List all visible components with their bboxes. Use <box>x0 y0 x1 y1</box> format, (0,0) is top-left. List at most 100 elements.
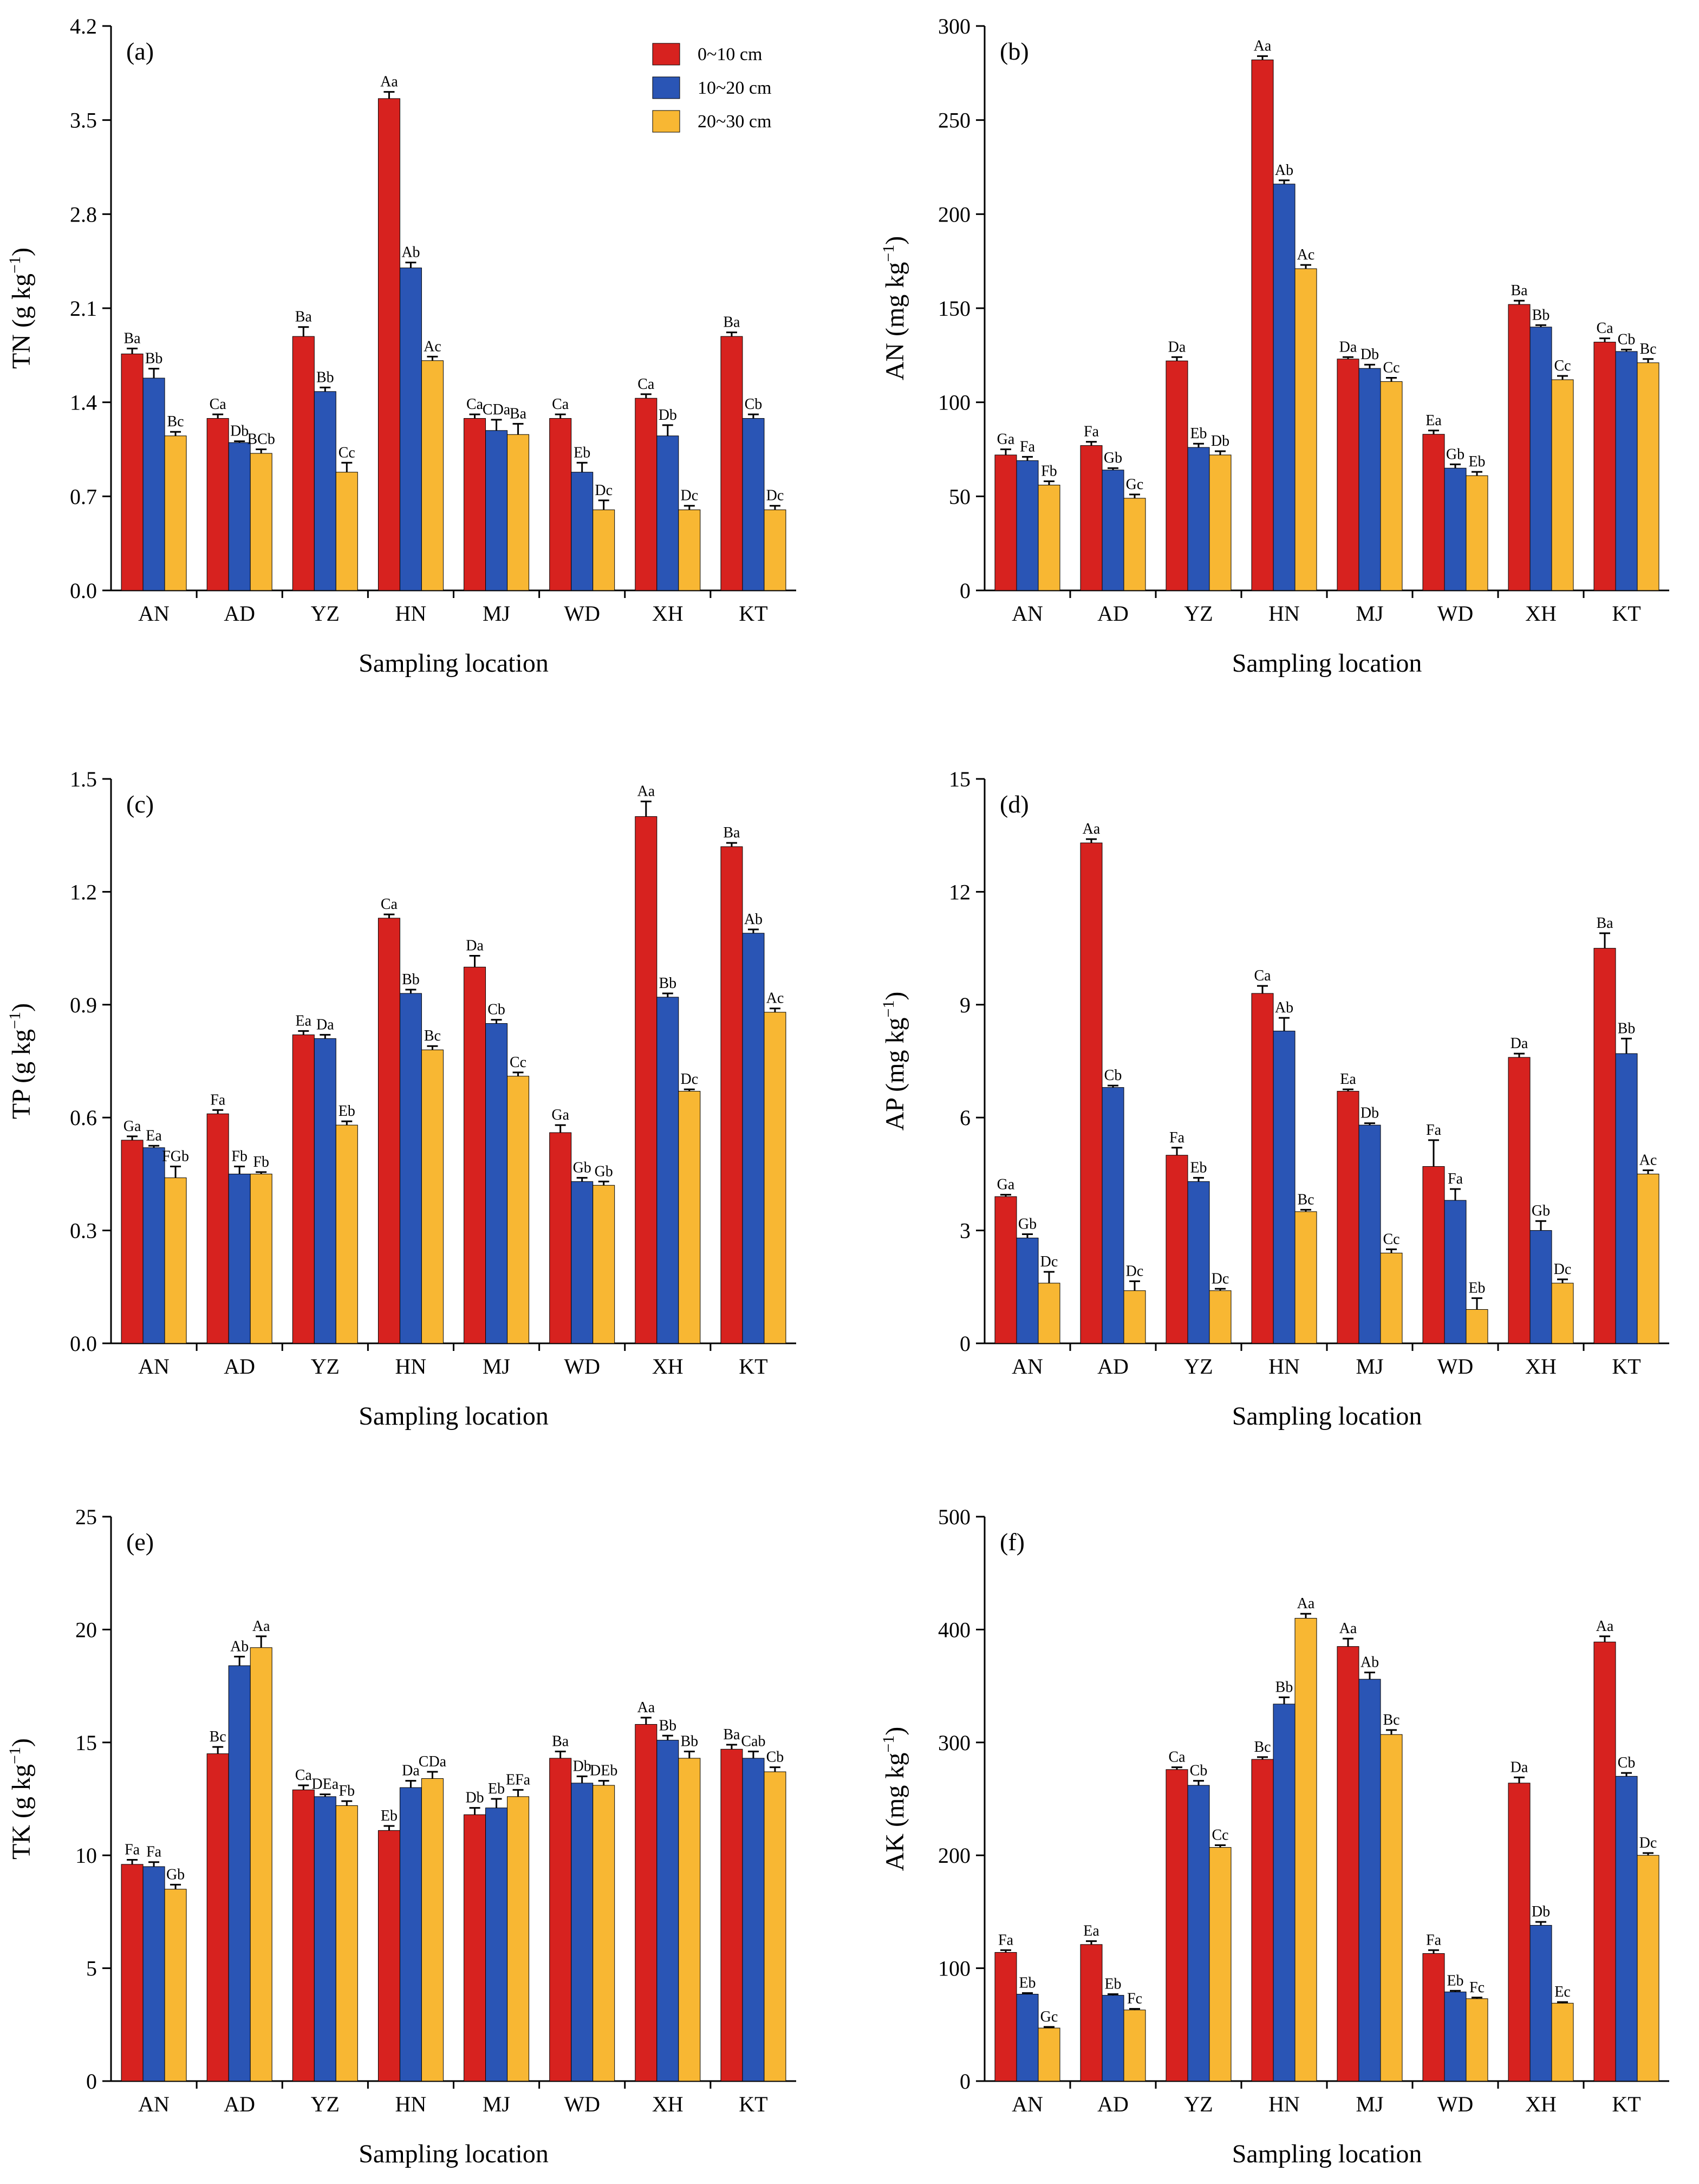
x-tick-label: AD <box>224 601 255 626</box>
significance-label: Ca <box>295 1767 313 1784</box>
significance-label: Fc <box>1127 1991 1142 2007</box>
bar <box>1251 60 1274 591</box>
significance-label: Ga <box>551 1107 569 1123</box>
bar <box>1251 1759 1274 2082</box>
bar <box>1637 362 1659 591</box>
bar <box>335 1805 358 2082</box>
significance-label: Eb <box>1447 1972 1463 1989</box>
bar <box>1209 454 1232 591</box>
y-tick-label: 500 <box>938 1505 971 1529</box>
significance-label: Ca <box>1168 1749 1186 1766</box>
bar <box>1187 447 1210 591</box>
y-axis-title-main: TN (g kg <box>7 274 36 369</box>
bar <box>421 360 444 591</box>
bar <box>399 268 422 591</box>
legend-label: 10~20 cm <box>698 78 771 98</box>
significance-label: Bb <box>145 350 163 367</box>
x-tick-label: HN <box>395 1354 427 1379</box>
bar <box>292 1789 315 2082</box>
significance-label: Aa <box>380 74 398 90</box>
x-tick-label: XH <box>652 601 683 626</box>
x-tick-label: WD <box>1437 1354 1474 1379</box>
bar <box>742 933 765 1344</box>
x-tick-label: KT <box>1612 601 1641 626</box>
significance-label: Ga <box>997 1176 1015 1193</box>
significance-label: Ea <box>146 1127 162 1144</box>
significance-label: Aa <box>1083 821 1101 837</box>
significance-label: Db <box>1360 346 1379 363</box>
y-tick-label: 3 <box>960 1219 971 1243</box>
bar <box>1508 1783 1531 2082</box>
bar <box>571 1783 594 2082</box>
y-tick-label: 400 <box>938 1617 971 1642</box>
y-tick-label: 10 <box>75 1843 97 1868</box>
y-axis-title-main: TP (g kg <box>7 1029 36 1119</box>
significance-label: EFa <box>506 1771 531 1788</box>
bar <box>1337 1646 1359 2082</box>
bar <box>994 454 1017 591</box>
bar <box>1123 498 1146 591</box>
bar <box>206 1113 229 1344</box>
significance-label: Bb <box>659 975 676 992</box>
bar <box>593 509 615 591</box>
y-axis-title: AN (mg kg−1) <box>880 236 909 381</box>
significance-label: Ea <box>1083 1923 1099 1940</box>
x-tick-label: MJ <box>1356 1354 1383 1379</box>
significance-label: Bb <box>1275 1679 1293 1695</box>
bar <box>228 1665 251 2082</box>
chart-panel-3: 0.00.30.60.91.21.5TP (g kg−1)(c)ANGaEaFG… <box>6 767 796 1431</box>
x-tick-label: XH <box>652 1354 683 1379</box>
x-tick-label: YZ <box>1184 1354 1213 1379</box>
significance-label: Bc <box>210 1728 226 1745</box>
y-tick-label: 0.7 <box>70 484 97 509</box>
bar <box>720 846 743 1344</box>
bar <box>335 1124 358 1344</box>
significance-label: Ba <box>723 1726 740 1743</box>
bar <box>1016 460 1039 591</box>
y-axis-title-exponent: −1 <box>880 1000 897 1018</box>
bar <box>314 1038 336 1344</box>
y-tick-label: 0.6 <box>70 1106 97 1130</box>
significance-label: Dc <box>1212 1270 1229 1287</box>
x-tick-label: MJ <box>483 2092 510 2116</box>
y-axis-title-close: ) <box>881 1727 909 1735</box>
significance-label: Eb <box>574 444 590 461</box>
bar <box>593 1785 615 2082</box>
significance-label: Gb <box>1018 1216 1037 1233</box>
significance-label: Da <box>1168 339 1186 355</box>
significance-label: Ba <box>723 314 740 331</box>
significance-label: Ca <box>1254 967 1271 984</box>
bar <box>635 816 658 1344</box>
x-tick-label: WD <box>564 601 600 626</box>
significance-label: Bc <box>1297 1191 1314 1208</box>
significance-label: Db <box>1211 433 1229 450</box>
bar <box>292 336 315 591</box>
significance-label: Bc <box>1254 1739 1271 1756</box>
significance-label: Cb <box>1190 1763 1208 1779</box>
bar <box>678 1758 701 2082</box>
x-tick-label: MJ <box>1356 601 1383 626</box>
bar <box>1080 1944 1103 2082</box>
bar <box>742 418 765 591</box>
significance-label: Ea <box>1340 1071 1356 1088</box>
bar <box>678 509 701 591</box>
bar <box>507 1076 530 1344</box>
significance-label: CDa <box>483 401 511 418</box>
significance-label: Fb <box>1041 463 1057 480</box>
significance-label: Eb <box>1190 1159 1207 1176</box>
significance-label: Dc <box>680 1071 698 1088</box>
bar <box>1123 2010 1146 2082</box>
bar <box>464 1814 486 2082</box>
significance-label: Aa <box>1339 1620 1357 1637</box>
bar <box>1166 1769 1188 2082</box>
y-tick-label: 4.2 <box>70 14 97 38</box>
bar <box>1273 1030 1296 1344</box>
bar <box>1593 342 1616 591</box>
bar <box>314 391 336 591</box>
bar <box>377 918 400 1344</box>
x-tick-label: MJ <box>1356 2092 1383 2116</box>
y-tick-label: 200 <box>938 1843 971 1868</box>
y-axis-title-main: AK (mg kg <box>881 1753 909 1871</box>
bar <box>228 1173 251 1344</box>
